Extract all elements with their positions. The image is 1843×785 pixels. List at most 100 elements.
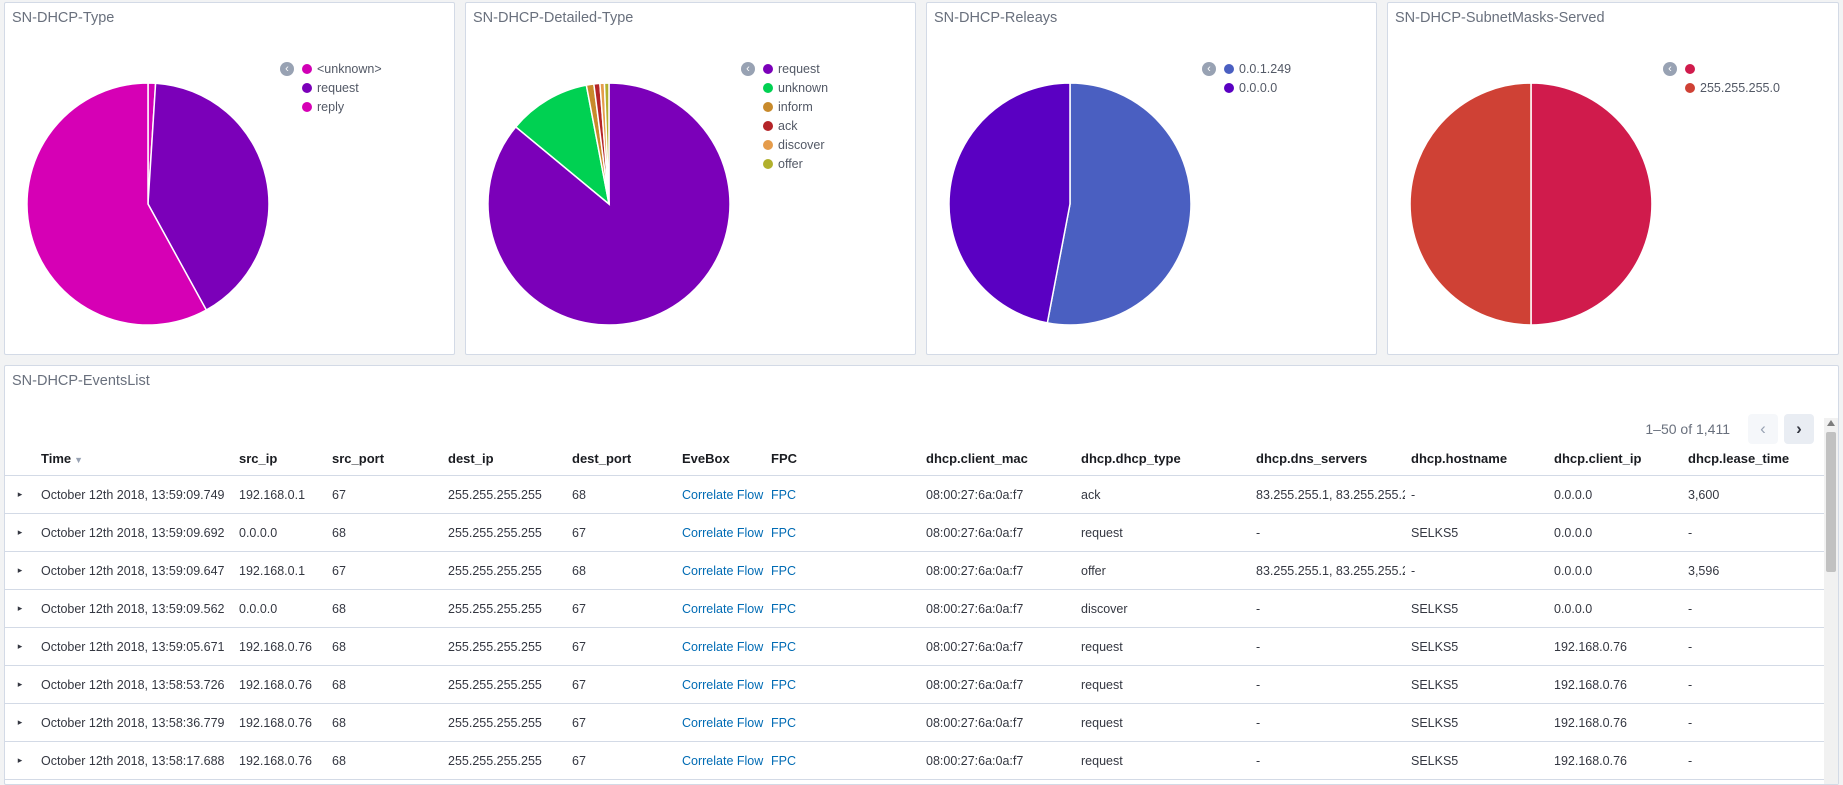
pie-slice[interactable] <box>514 84 611 206</box>
expand-row-icon[interactable]: ▸ <box>5 475 35 514</box>
expand-row-icon[interactable]: ▸ <box>5 703 35 742</box>
client-mac-cell: 08:00:27:6a:0a:f7 <box>920 703 1075 742</box>
fpc-link[interactable]: FPC <box>765 513 920 552</box>
legend-item[interactable] <box>1685 59 1780 78</box>
legend-item[interactable]: inform <box>763 97 828 116</box>
legend-toggle-icon[interactable]: ‹ <box>280 62 294 76</box>
expand-row-icon[interactable]: ▸ <box>5 551 35 590</box>
lease-time-cell: - <box>1682 741 1827 780</box>
evebox-link[interactable]: Correlate Flow <box>676 665 765 704</box>
legend-item[interactable]: 255.255.255.0 <box>1685 78 1780 97</box>
header-evebox[interactable]: EveBox <box>676 441 765 476</box>
pie-slice[interactable] <box>1409 82 1532 326</box>
header-dest-port[interactable]: dest_port <box>566 441 676 476</box>
scrollbar-thumb[interactable] <box>1826 432 1836 572</box>
pagination-text: 1–50 of 1,411 <box>1645 421 1730 437</box>
dhcp-type-cell: offer <box>1075 551 1250 590</box>
legend-label: unknown <box>778 80 829 95</box>
expand-row-icon[interactable]: ▸ <box>5 627 35 666</box>
chevron-right-icon[interactable]: › <box>1784 414 1814 444</box>
fpc-link[interactable]: FPC <box>765 703 920 742</box>
expand-row-icon[interactable]: ▸ <box>5 513 35 552</box>
legend-item[interactable]: 0.0.1.249 <box>1224 59 1291 78</box>
panel-title: SN-DHCP-EventsList <box>12 373 150 389</box>
header-src-port[interactable]: src_port <box>326 441 442 476</box>
table-row[interactable]: ▸ October 12th 2018, 13:59:09.562 0.0.0.0 6… <box>5 589 1827 628</box>
header-hostname[interactable]: dhcp.hostname <box>1405 441 1548 476</box>
legend-toggle-icon[interactable]: ‹ <box>1663 62 1677 76</box>
events-table-wrap: Time ▼ src_ip src_port dest_ip dest_port … <box>5 441 1827 780</box>
scroll-up-icon[interactable] <box>1827 420 1835 426</box>
legend-item[interactable]: offer <box>763 154 828 173</box>
evebox-link[interactable]: Correlate Flow <box>676 513 765 552</box>
legend-item[interactable]: ack <box>763 116 828 135</box>
legend-label: inform <box>778 99 813 114</box>
pie-slice[interactable] <box>1046 82 1192 326</box>
header-lease-time[interactable]: dhcp.lease_time <box>1682 441 1827 476</box>
legend-item[interactable]: unknown <box>763 78 828 97</box>
legend-dot <box>302 63 312 74</box>
fpc-link[interactable]: FPC <box>765 627 920 666</box>
pie-slice[interactable] <box>1530 82 1653 326</box>
pie-slice[interactable] <box>26 82 208 326</box>
src-port-cell: 67 <box>326 475 442 514</box>
table-row[interactable]: ▸ October 12th 2018, 13:58:53.726 192.168.… <box>5 665 1827 704</box>
dns-servers-cell: 83.255.255.1, 83.255.255.2 <box>1250 475 1405 514</box>
legend-item[interactable]: request <box>302 78 382 97</box>
header-src-ip[interactable]: src_ip <box>233 441 326 476</box>
legend-item[interactable]: 0.0.0.0 <box>1224 78 1291 97</box>
client-mac-cell: 08:00:27:6a:0a:f7 <box>920 513 1075 552</box>
legend-item[interactable]: discover <box>763 135 828 154</box>
src-port-cell: 67 <box>326 551 442 590</box>
sort-desc-icon[interactable]: ▼ <box>74 454 84 465</box>
header-client-ip[interactable]: dhcp.client_ip <box>1548 441 1682 476</box>
header-fpc[interactable]: FPC <box>765 441 920 476</box>
legend-dot <box>763 101 773 112</box>
expand-row-icon[interactable]: ▸ <box>5 665 35 704</box>
panel-dhcp-type: SN-DHCP-Type ‹ <unknown> request reply <box>4 2 455 355</box>
table-row[interactable]: ▸ October 12th 2018, 13:59:09.647 192.168.… <box>5 551 1827 590</box>
expand-row-icon[interactable]: ▸ <box>5 589 35 628</box>
legend-item[interactable]: request <box>763 59 828 78</box>
evebox-link[interactable]: Correlate Flow <box>676 741 765 780</box>
client-mac-cell: 08:00:27:6a:0a:f7 <box>920 627 1075 666</box>
legend-item[interactable]: reply <box>302 97 382 116</box>
table-row[interactable]: ▸ October 12th 2018, 13:59:09.749 192.168.… <box>5 475 1827 514</box>
fpc-link[interactable]: FPC <box>765 475 920 514</box>
dest-port-cell: 68 <box>566 551 676 590</box>
legend-toggle-icon[interactable]: ‹ <box>1202 62 1216 76</box>
fpc-link[interactable]: FPC <box>765 551 920 590</box>
table-row[interactable]: ▸ October 12th 2018, 13:59:09.692 0.0.0.0 6… <box>5 513 1827 552</box>
legend-item[interactable]: <unknown> <box>302 59 382 78</box>
legend-label: offer <box>778 156 803 171</box>
client-ip-cell: 192.168.0.76 <box>1548 627 1682 666</box>
src-ip-cell: 192.168.0.1 <box>233 475 326 514</box>
table-row[interactable]: ▸ October 12th 2018, 13:59:05.671 192.168.… <box>5 627 1827 666</box>
fpc-link[interactable]: FPC <box>765 665 920 704</box>
fpc-link[interactable]: FPC <box>765 589 920 628</box>
evebox-link[interactable]: Correlate Flow <box>676 703 765 742</box>
evebox-link[interactable]: Correlate Flow <box>676 589 765 628</box>
evebox-link[interactable]: Correlate Flow <box>676 551 765 590</box>
table-row[interactable]: ▸ October 12th 2018, 13:58:36.779 192.168.… <box>5 703 1827 742</box>
dest-port-cell: 67 <box>566 589 676 628</box>
header-dhcp-type[interactable]: dhcp.dhcp_type <box>1075 441 1250 476</box>
header-dest-ip[interactable]: dest_ip <box>442 441 566 476</box>
src-port-cell: 68 <box>326 703 442 742</box>
evebox-link[interactable]: Correlate Flow <box>676 475 765 514</box>
pagination: 1–50 of 1,411 ‹ › <box>1645 414 1814 444</box>
pie-slice[interactable] <box>603 82 610 205</box>
pie-slice[interactable] <box>948 82 1071 324</box>
fpc-link[interactable]: FPC <box>765 741 920 780</box>
header-client-mac[interactable]: dhcp.client_mac <box>920 441 1075 476</box>
dhcp-type-cell: ack <box>1075 475 1250 514</box>
pie-slice[interactable] <box>147 82 270 312</box>
vertical-scrollbar[interactable] <box>1824 418 1838 784</box>
header-time[interactable]: Time ▼ <box>35 441 233 476</box>
expand-row-icon[interactable]: ▸ <box>5 741 35 780</box>
table-row[interactable]: ▸ October 12th 2018, 13:58:17.688 192.168.… <box>5 741 1827 780</box>
chevron-left-icon[interactable]: ‹ <box>1748 414 1778 444</box>
evebox-link[interactable]: Correlate Flow <box>676 627 765 666</box>
legend-toggle-icon[interactable]: ‹ <box>741 62 755 76</box>
header-dns-servers[interactable]: dhcp.dns_servers <box>1250 441 1405 476</box>
